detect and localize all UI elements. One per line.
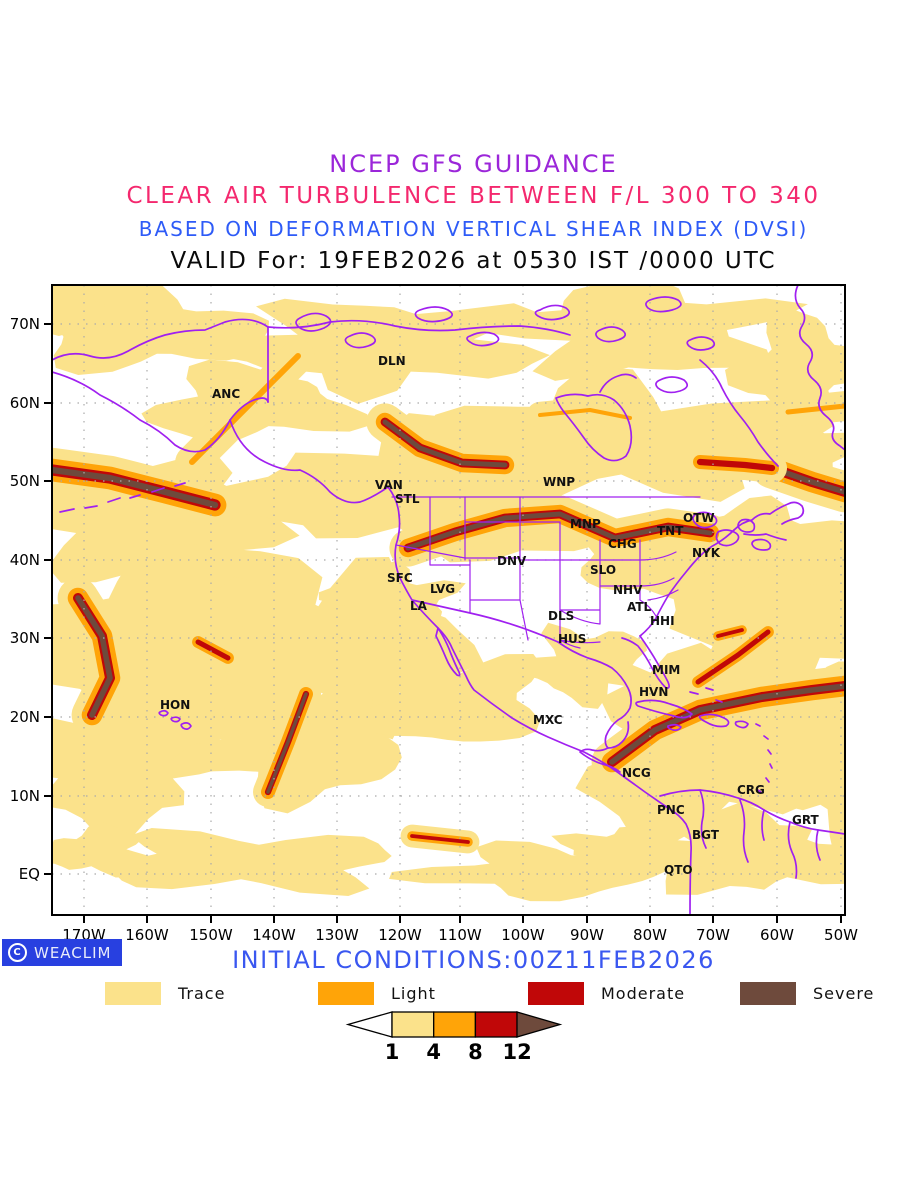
lat-tick-20N: 20N [10, 708, 40, 726]
station-label-bgt: BGT [692, 828, 720, 842]
station-label-hon: HON [160, 698, 190, 712]
lon-tick-120W: 120W [378, 926, 422, 944]
station-label-dln: DLN [378, 354, 406, 368]
station-label-mim: MIM [652, 663, 680, 677]
severe-swatch [740, 982, 796, 1005]
weaclim-logo: C WEACLIM [2, 939, 122, 966]
turbulence-bands-layer [52, 339, 845, 854]
lat-tick-10N: 10N [10, 787, 40, 805]
initial-conditions-text: INITIAL CONDITIONS:00Z11FEB2026 [232, 946, 715, 974]
colorbar-tick-8: 8 [468, 1040, 483, 1064]
lat-tick-30N: 30N [10, 629, 40, 647]
trace-swatch [105, 982, 161, 1005]
station-label-slo: SLO [590, 563, 616, 577]
station-label-lvg: LVG [430, 582, 455, 596]
title-method: BASED ON DEFORMATION VERTICAL SHEAR INDE… [138, 217, 809, 241]
title-product: CLEAR AIR TURBULENCE BETWEEN F/L 300 TO … [126, 183, 821, 209]
station-label-tnt: TNT [657, 524, 684, 538]
station-label-ncg: NCG [622, 766, 651, 780]
station-label-pnc: PNC [657, 803, 685, 817]
station-label-la: LA [410, 599, 428, 613]
station-label-dnv: DNV [497, 554, 527, 568]
station-label-nhv: NHV [613, 583, 643, 597]
lon-tick-80W: 80W [633, 926, 667, 944]
station-label-qto: QTO [664, 863, 693, 877]
lat-tick-60N: 60N [10, 394, 40, 412]
station-label-hhi: HHI [650, 614, 675, 628]
station-label-van: VAN [375, 478, 403, 492]
coastlines-layer [52, 285, 845, 915]
station-label-sfc: SFC [387, 571, 413, 585]
station-label-hvn: HVN [639, 685, 668, 699]
legend-item-trace: Trace [105, 982, 225, 1005]
lat-tick-EQ: EQ [19, 865, 40, 883]
severe-label: Severe [813, 984, 875, 1003]
colorbar-tick-4: 4 [426, 1040, 441, 1064]
station-label-crg: CRG [737, 783, 765, 797]
legend-item-severe: Severe [740, 982, 874, 1005]
station-label-anc: ANC [212, 387, 240, 401]
station-label-hus: HUS [558, 632, 586, 646]
light-label: Light [391, 984, 436, 1003]
dvsi-colorbar: 1 4 8 12 [345, 1011, 563, 1064]
station-label-stl: STL [395, 492, 420, 506]
lon-tick-110W: 110W [438, 926, 482, 944]
legend-item-moderate: Moderate [528, 982, 685, 1005]
trace-label: Trace [178, 984, 226, 1003]
lon-tick-160W: 160W [125, 926, 169, 944]
lon-tick-70W: 70W [696, 926, 730, 944]
lon-tick-140W: 140W [252, 926, 296, 944]
station-label-grt: GRT [792, 813, 820, 827]
station-label-wnp: WNP [543, 475, 575, 489]
station-label-dls: DLS [548, 609, 574, 623]
station-label-atl: ATL [627, 600, 652, 614]
map-frame [51, 284, 846, 916]
lon-tick-130W: 130W [315, 926, 359, 944]
moderate-label: Moderate [601, 984, 686, 1003]
station-label-chg: CHG [608, 537, 637, 551]
colorbar-tick-1: 1 [385, 1040, 400, 1064]
station-label-otw: OTW [683, 511, 715, 525]
lon-tick-150W: 150W [189, 926, 233, 944]
station-label-mxc: MXC [533, 713, 563, 727]
lon-tick-100W: 100W [501, 926, 545, 944]
logo-text: WEACLIM [34, 943, 112, 962]
lat-tick-40N: 40N [10, 551, 40, 569]
copyright-icon: C [8, 943, 27, 962]
legend-item-light: Light [318, 982, 436, 1005]
lon-tick-90W: 90W [570, 926, 604, 944]
light-swatch [318, 982, 374, 1005]
title-valid-time: VALID For: 19FEB2026 at 0530 IST /0000 U… [170, 248, 777, 274]
lon-tick-50W: 50W [824, 926, 858, 944]
lat-tick-50N: 50N [10, 472, 40, 490]
lon-tick-60W: 60W [760, 926, 794, 944]
colorbar-tick-12: 12 [502, 1040, 531, 1064]
lat-tick-70N: 70N [10, 315, 40, 333]
station-label-mnp: MNP [570, 517, 601, 531]
title-model: NCEP GFS GUIDANCE [329, 150, 618, 178]
station-label-nyk: NYK [692, 546, 721, 560]
moderate-swatch [528, 982, 584, 1005]
